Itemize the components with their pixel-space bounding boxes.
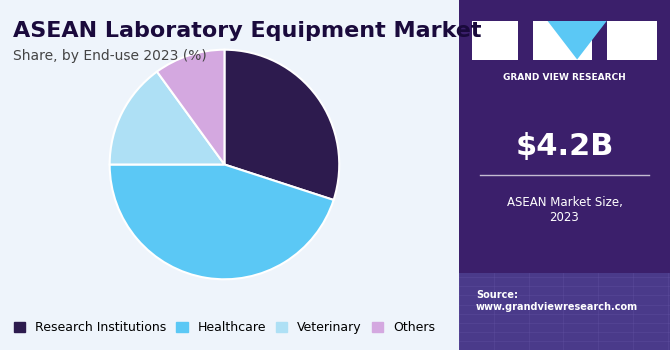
Text: ASEAN Laboratory Equipment Market: ASEAN Laboratory Equipment Market xyxy=(13,21,482,41)
FancyBboxPatch shape xyxy=(459,273,670,350)
Wedge shape xyxy=(157,50,224,164)
Wedge shape xyxy=(110,72,224,164)
FancyBboxPatch shape xyxy=(472,21,518,60)
Polygon shape xyxy=(547,21,607,60)
Legend: Research Institutions, Healthcare, Veterinary, Others: Research Institutions, Healthcare, Veter… xyxy=(9,316,440,339)
FancyBboxPatch shape xyxy=(459,0,670,350)
FancyBboxPatch shape xyxy=(533,21,592,60)
Text: $4.2B: $4.2B xyxy=(515,133,614,161)
Text: ASEAN Market Size,
2023: ASEAN Market Size, 2023 xyxy=(507,196,622,224)
Wedge shape xyxy=(224,50,339,200)
Text: GRAND VIEW RESEARCH: GRAND VIEW RESEARCH xyxy=(503,72,626,82)
Text: Source:
www.grandviewresearch.com: Source: www.grandviewresearch.com xyxy=(476,290,638,312)
Text: Share, by End-use 2023 (%): Share, by End-use 2023 (%) xyxy=(13,49,207,63)
Wedge shape xyxy=(110,164,334,279)
FancyBboxPatch shape xyxy=(607,21,657,60)
